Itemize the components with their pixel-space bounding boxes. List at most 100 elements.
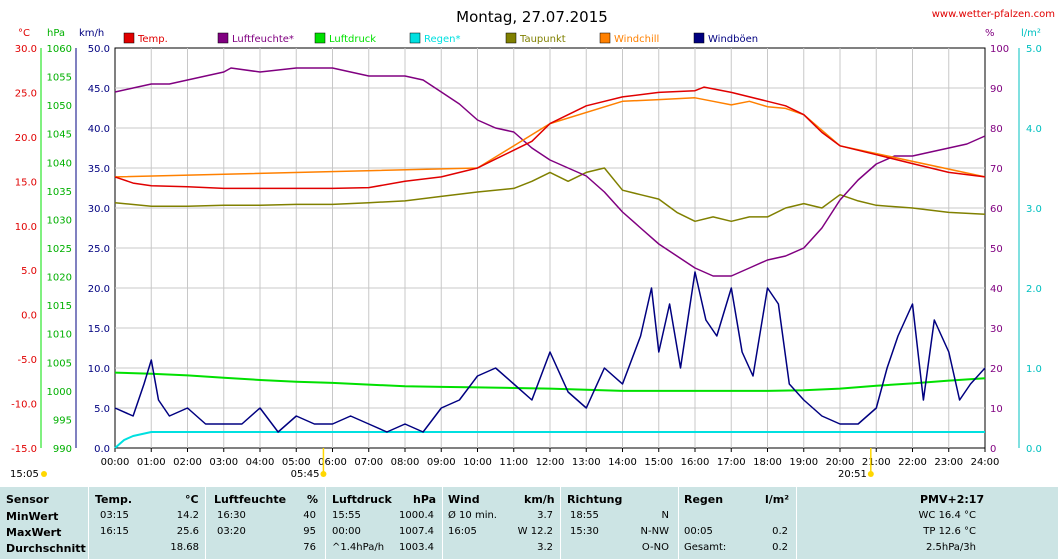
table-cell-wind_time: Ø 10 min. [448, 510, 497, 521]
table-cell-rain_val: 0.2 [772, 542, 788, 553]
series-line [114, 67, 986, 277]
hpa-tick-label: 1030 [47, 215, 72, 226]
temp-tick-label: 0.0 [21, 311, 37, 322]
hpa-tick-label: 1000 [47, 387, 72, 398]
percent-tick-label: 20 [990, 364, 1003, 375]
legend-label: Windböen [708, 34, 758, 45]
x-tick-label: 14:00 [608, 457, 637, 468]
hpa-tick-label: 1050 [47, 101, 72, 112]
header-pmv: PMV+2:17 [920, 493, 985, 506]
series-line [114, 431, 985, 449]
legend-label: Regen* [424, 34, 461, 45]
legend-swatch [217, 32, 229, 44]
rain-tick-label: 4.0 [1026, 124, 1042, 135]
x-tick-label: 24:00 [971, 457, 1000, 468]
table-cell-wind_val: 3.7 [537, 510, 553, 521]
chart-legend: Temp. Luftfeuchte* Luftdruck Regen* Taupunkt… [123, 32, 758, 45]
hpa-tick-label: 990 [53, 444, 72, 455]
header-wind-unit: km/h [524, 493, 555, 506]
x-tick-label: 19:00 [789, 457, 818, 468]
x-tick-label: 21:00 [862, 457, 891, 468]
x-axis: 00:00 01:00 02:00 03:00 04:00 05:00 06:00 07:00… [10, 448, 999, 480]
x-tick-label: 16:00 [681, 457, 710, 468]
percent-tick-label: 40 [990, 284, 1003, 295]
hpa-tick-label: 1060 [47, 44, 72, 55]
table-cell-press_val: 1003.4 [399, 542, 434, 553]
percent-tick-label: 10 [990, 404, 1003, 415]
hpa-tick-label: 1015 [47, 301, 72, 312]
x-tick-label: 22:00 [898, 457, 927, 468]
table-divider [560, 487, 561, 559]
percent-tick-label: 0 [990, 444, 996, 455]
kmh-tick-label: 10.0 [88, 364, 110, 375]
table-cell-hum_val: 76 [303, 542, 316, 553]
x-tick-label: 06:00 [318, 457, 347, 468]
table-cell-rain_time: 00:05 [684, 526, 713, 537]
header-pressure: Luftdruck [332, 493, 392, 506]
table-cell-label: MaxWert [6, 526, 62, 539]
left-sun-icon [41, 471, 47, 477]
percent-tick-label: 80 [990, 124, 1003, 135]
table-cell-dir_time: 15:30 [570, 526, 599, 537]
table-cell-hum_val: 95 [303, 526, 316, 537]
sunrise-icon [320, 471, 327, 477]
kmh-tick-label: 40.0 [88, 124, 110, 135]
weather-chart: Montag, 27.07.2015 www.wetter-pfalzen.co… [10, 8, 1055, 480]
series-line [114, 86, 986, 190]
legend-label: Windchill [614, 34, 659, 45]
table-cell-dir_val: O-NO [641, 542, 669, 553]
x-tick-label: 00:00 [101, 457, 130, 468]
x-tick-label: 11:00 [499, 457, 528, 468]
kmh-tick-label: 20.0 [88, 284, 110, 295]
hpa-tick-label: 1040 [47, 158, 72, 169]
rain-tick-label: 5.0 [1026, 44, 1042, 55]
table-divider [325, 487, 326, 559]
table-divider [205, 487, 206, 559]
x-tick-label: 02:00 [173, 457, 202, 468]
table-cell-dir_time: 18:55 [570, 510, 599, 521]
sunset-time: 20:51 [838, 469, 867, 480]
hpa-tick-label: 1005 [47, 358, 72, 369]
percent-tick-label: 100 [990, 44, 1009, 55]
header-temp-unit: °C [185, 493, 199, 506]
table-cell-hum_val: 40 [303, 510, 316, 521]
series-line [114, 167, 986, 223]
table-cell-pmv: WC 16.4 °C [918, 510, 976, 521]
x-tick-label: 01:00 [137, 457, 166, 468]
table-cell-temp_val: 14.2 [176, 510, 199, 521]
chart-title: Montag, 27.07.2015 [456, 8, 608, 26]
table-cell-hum_time: 16:30 [217, 510, 246, 521]
kmh-tick-label: 50.0 [88, 44, 110, 55]
temp-tick-label: 15.0 [15, 177, 37, 188]
source-link[interactable]: www.wetter-pfalzen.com [932, 9, 1055, 20]
table-cell-label: MinWert [6, 510, 59, 523]
temp-tick-label: 25.0 [15, 88, 37, 99]
table-cell-press_val: 1007.4 [399, 526, 434, 537]
table-cell-hum_time: 03:20 [217, 526, 246, 537]
table-cell-wind_time: 16:05 [448, 526, 477, 537]
legend-swatch [599, 32, 611, 44]
percent-tick-label: 90 [990, 84, 1003, 95]
x-tick-label: 15:00 [644, 457, 673, 468]
rain-tick-label: 2.0 [1026, 284, 1042, 295]
table-cell-wind_val: 3.2 [537, 542, 553, 553]
temp-tick-label: -10.0 [11, 400, 37, 411]
header-humidity-unit: % [307, 493, 319, 506]
series-line [114, 271, 986, 433]
x-tick-label: 18:00 [753, 457, 782, 468]
table-cell-label: Durchschnitt [6, 542, 86, 555]
legend-swatch [409, 32, 421, 44]
sunset-icon [867, 471, 874, 477]
table-divider [796, 487, 797, 559]
kmh-tick-label: 0.0 [94, 444, 110, 455]
hpa-tick-label: 1010 [47, 330, 72, 341]
kmh-tick-label: 5.0 [94, 404, 110, 415]
header-sensor: Sensor [6, 493, 49, 506]
chart-series [114, 67, 986, 449]
celsius-unit: °C [18, 28, 30, 39]
table-divider [88, 487, 89, 559]
hpa-tick-label: 1055 [47, 73, 72, 84]
percent-unit: % [985, 28, 995, 39]
kmh-tick-label: 30.0 [88, 204, 110, 215]
x-tick-label: 13:00 [572, 457, 601, 468]
